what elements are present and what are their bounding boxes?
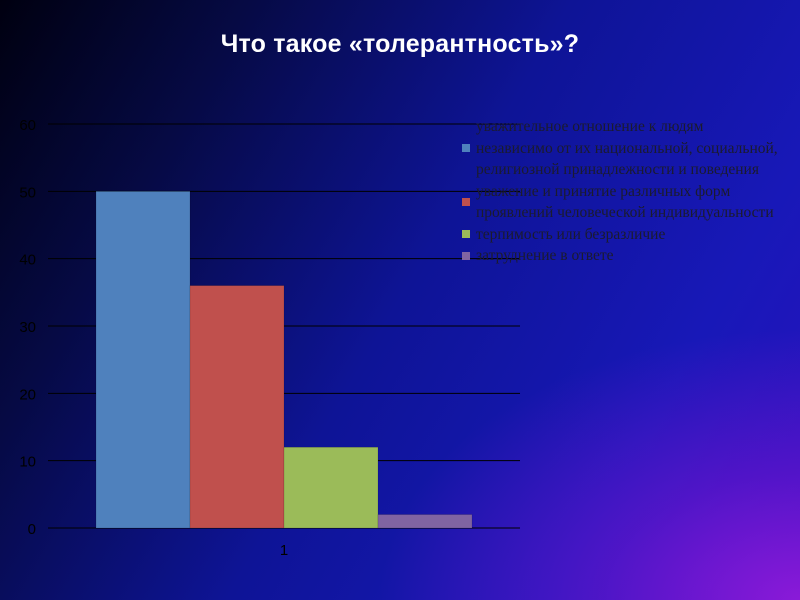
legend-label: уважение и принятие различных форм прояв… xyxy=(476,182,774,222)
y-tick-label: 20 xyxy=(19,386,36,403)
legend-item: уважительное отношение к людям независим… xyxy=(462,116,782,181)
bar-series-4 xyxy=(377,514,473,529)
axes: 0 10 20 30 40 50 60 1 xyxy=(19,117,288,559)
legend-swatch xyxy=(462,198,470,206)
legend: уважительное отношение к людям независим… xyxy=(462,116,782,267)
bar-series-2 xyxy=(189,285,285,529)
legend-label: затруднение в ответе xyxy=(476,247,614,264)
legend-label: уважительное отношение к людям независим… xyxy=(476,118,778,178)
legend-swatch xyxy=(462,251,470,260)
legend-swatch xyxy=(462,230,470,239)
y-tick-label: 50 xyxy=(19,184,36,201)
y-tick-label: 60 xyxy=(19,117,36,134)
y-tick-label: 10 xyxy=(19,454,36,471)
legend-item: затруднение в ответе xyxy=(462,245,782,267)
y-tick-label: 0 xyxy=(28,521,36,538)
legend-item: уважение и принятие различных форм прояв… xyxy=(462,181,782,224)
legend-item: терпимость или безразличие xyxy=(462,224,782,246)
bars xyxy=(95,191,473,529)
y-tick-label: 40 xyxy=(19,252,36,269)
bar-series-1 xyxy=(95,191,191,529)
legend-swatch xyxy=(462,144,470,153)
y-tick-label: 30 xyxy=(19,319,36,336)
chart-title: Что такое «толерантность»? xyxy=(220,30,580,58)
legend-label: терпимость или безразличие xyxy=(476,225,666,243)
x-category-label: 1 xyxy=(280,542,288,559)
bar-series-3 xyxy=(283,446,379,529)
